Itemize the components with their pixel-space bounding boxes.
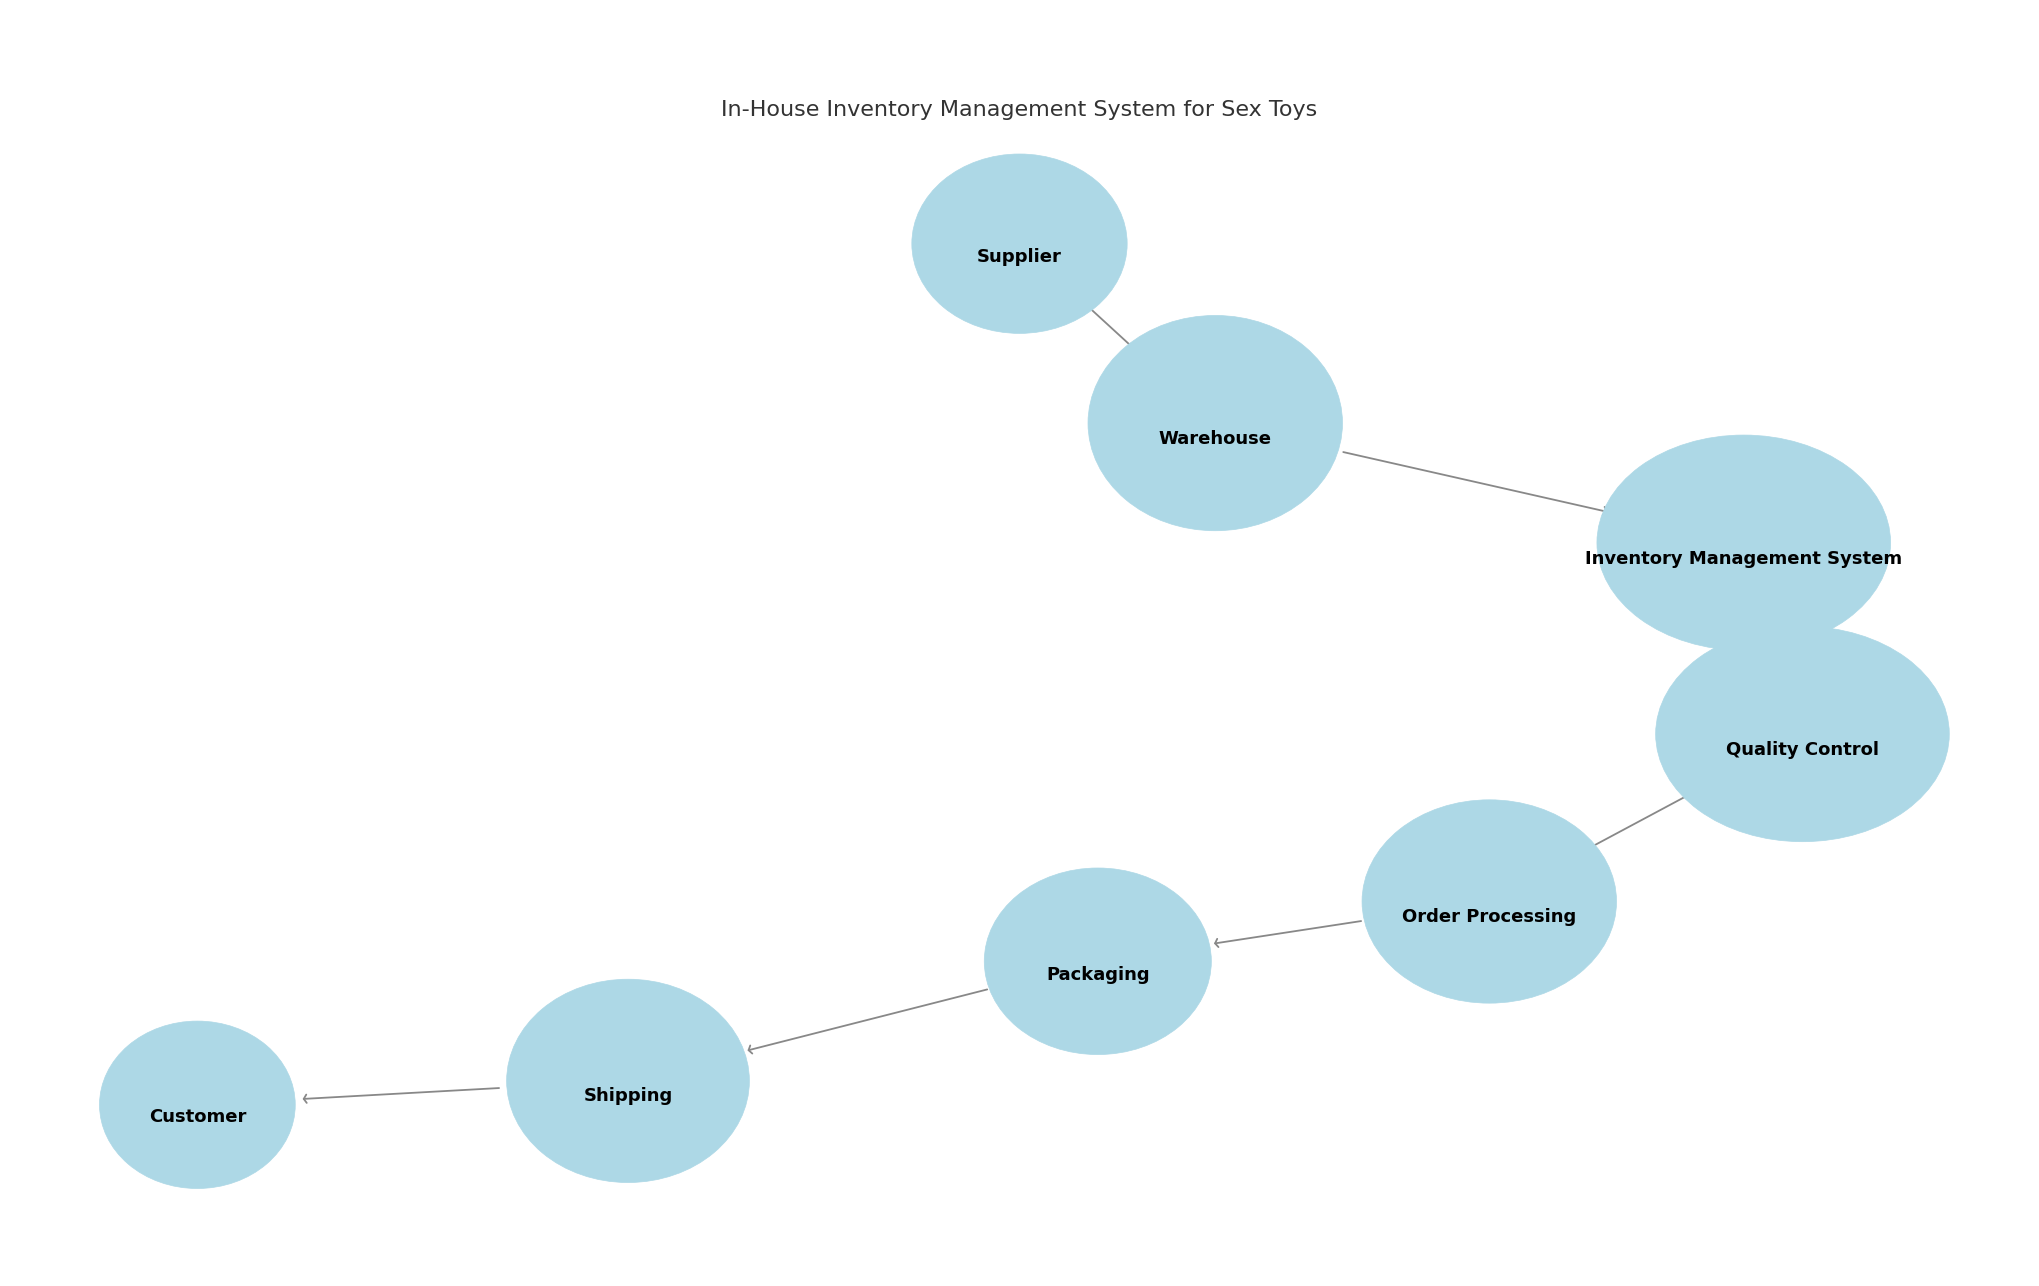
Ellipse shape — [100, 1021, 296, 1188]
Ellipse shape — [1362, 800, 1617, 1003]
Ellipse shape — [1597, 435, 1890, 651]
Text: Inventory Management System: Inventory Management System — [1584, 550, 1902, 568]
Text: Shipping: Shipping — [583, 1087, 673, 1105]
Ellipse shape — [506, 979, 750, 1183]
Ellipse shape — [911, 154, 1128, 333]
Text: In-House Inventory Management System for Sex Toys: In-House Inventory Management System for… — [722, 100, 1317, 120]
Text: Warehouse: Warehouse — [1158, 431, 1272, 449]
Text: Quality Control: Quality Control — [1725, 741, 1880, 759]
Text: Customer: Customer — [149, 1109, 247, 1127]
Ellipse shape — [1089, 315, 1342, 531]
Text: Supplier: Supplier — [977, 248, 1062, 266]
Ellipse shape — [985, 868, 1211, 1055]
Ellipse shape — [1656, 626, 1949, 841]
Text: Packaging: Packaging — [1046, 966, 1150, 984]
Text: Order Processing: Order Processing — [1403, 908, 1576, 926]
